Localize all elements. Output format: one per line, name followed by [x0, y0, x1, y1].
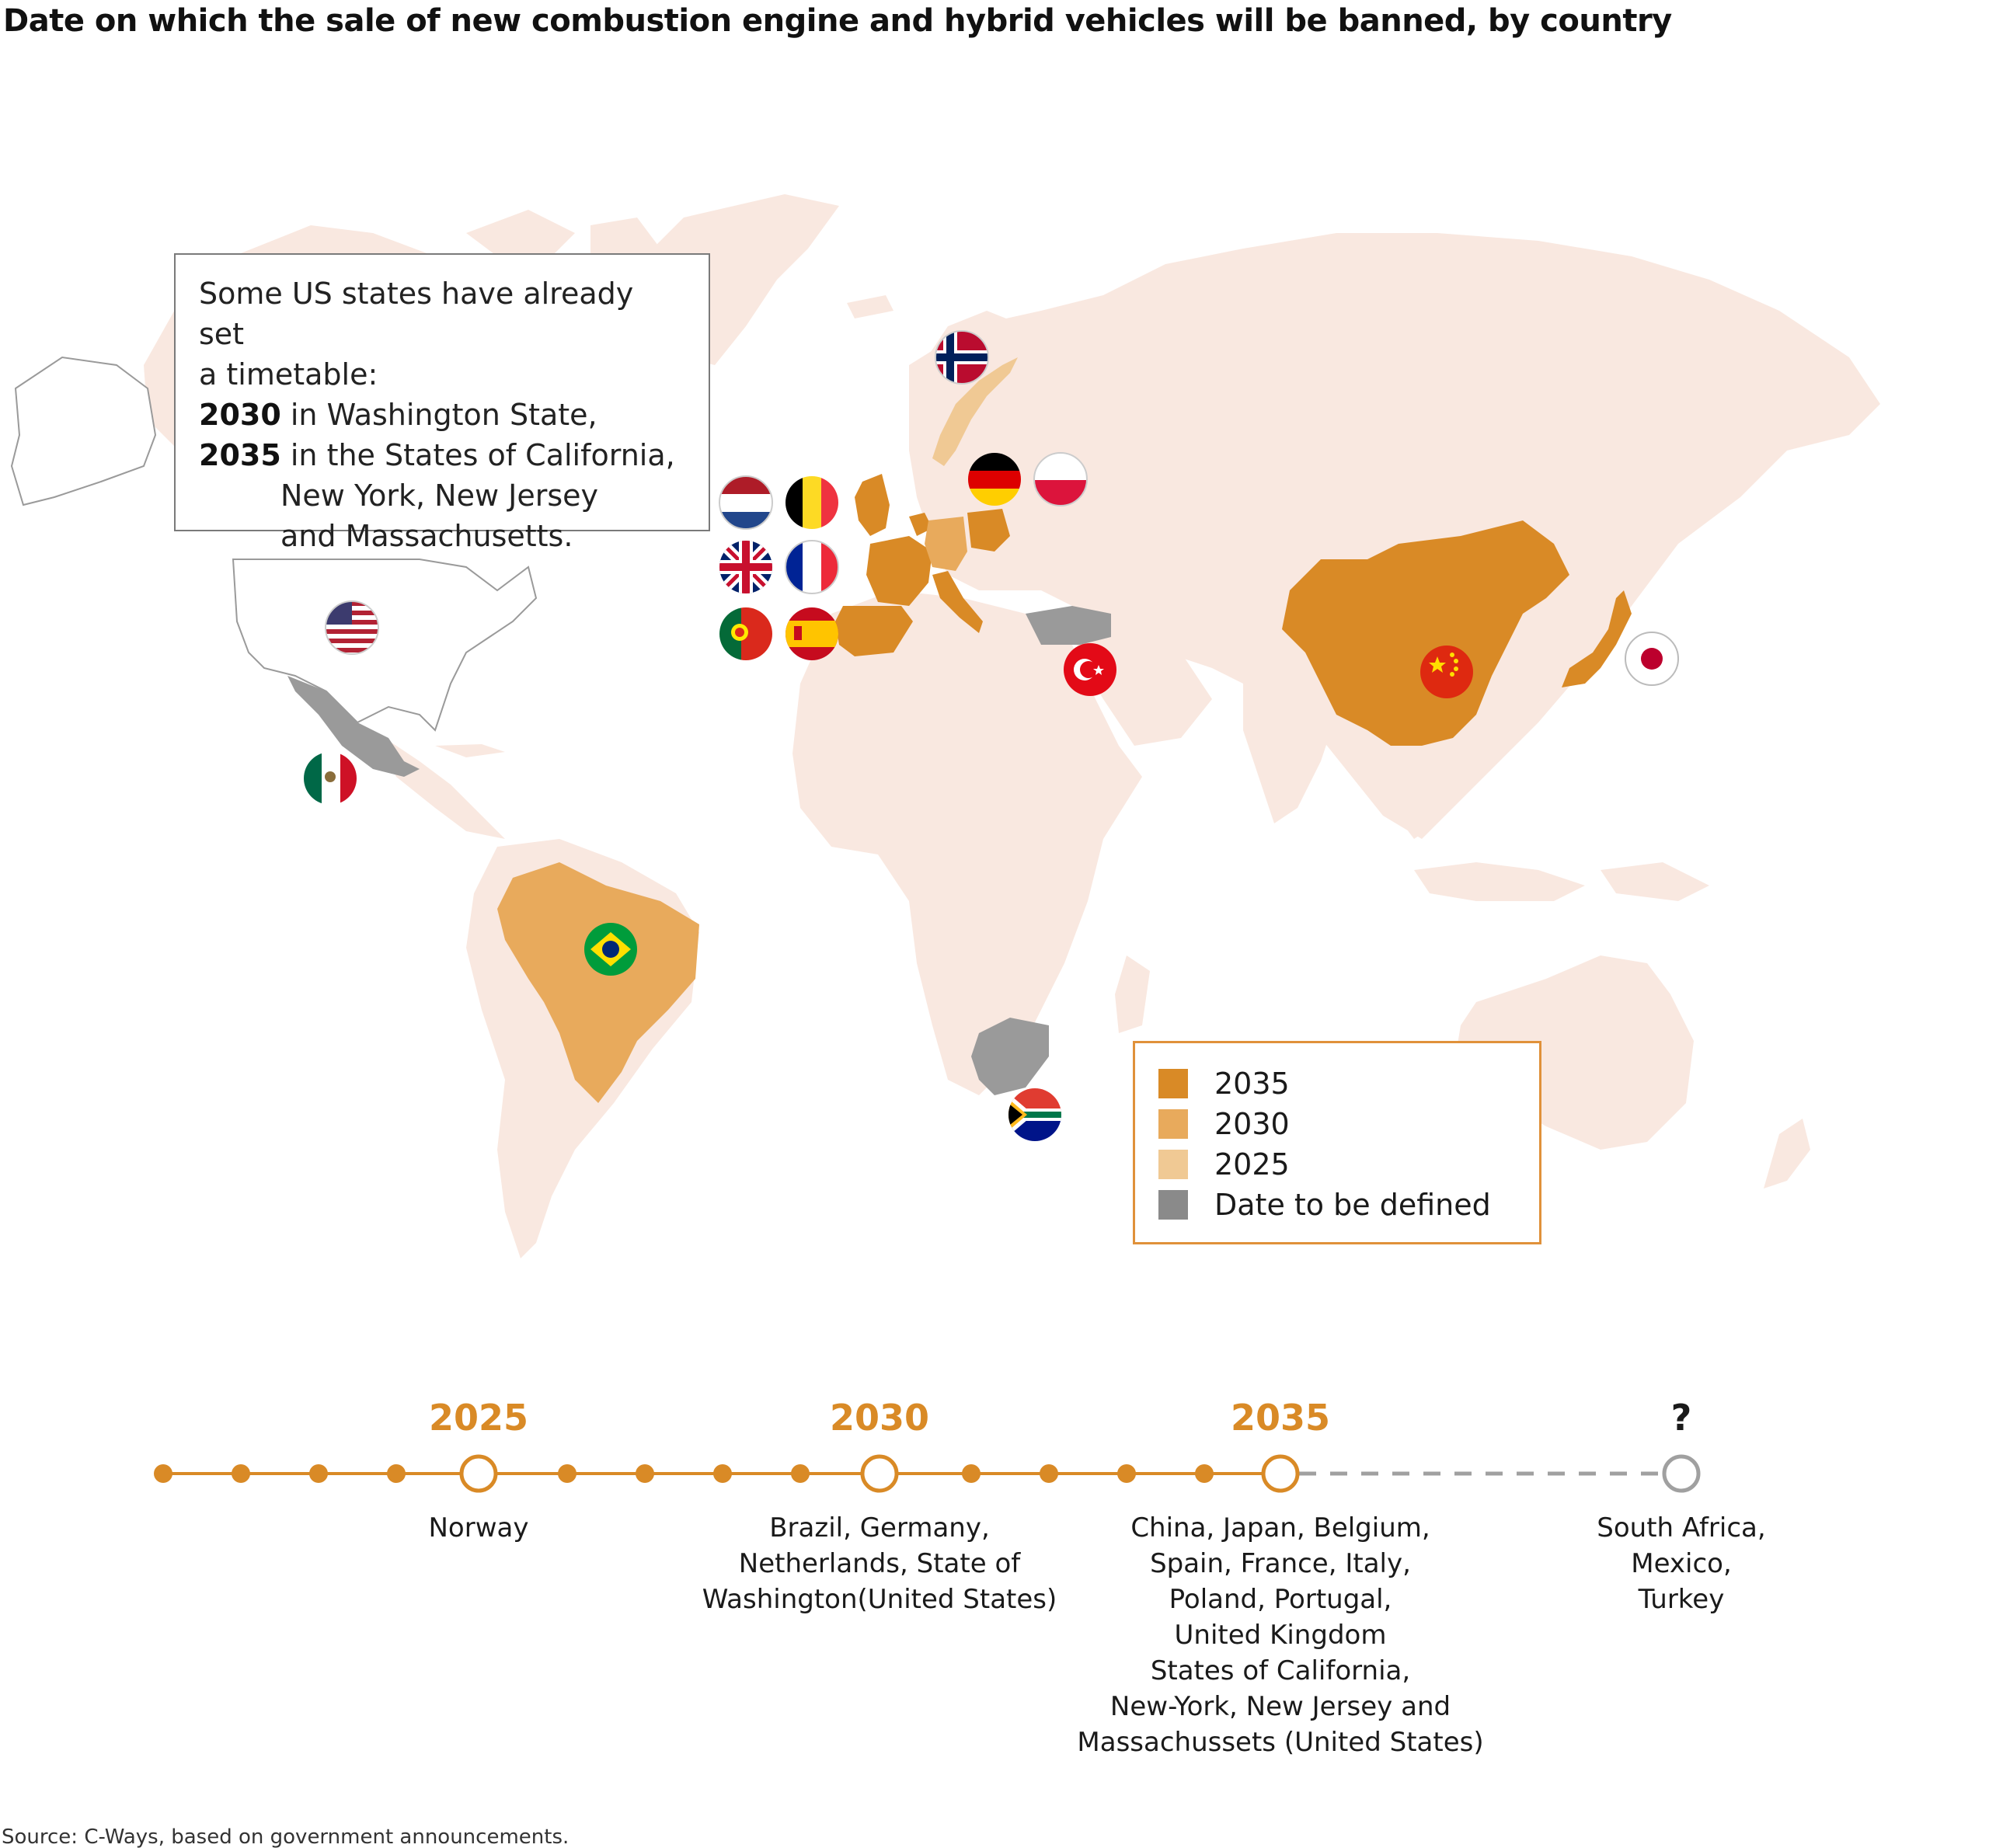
caption-line: Washington(United States) — [702, 1584, 1057, 1615]
uk-flag — [719, 541, 772, 593]
legend-label: 2030 — [1214, 1107, 1290, 1141]
timeline — [154, 1454, 1701, 1493]
note-item-1: 2030 in Washington State, — [199, 395, 685, 435]
note-item-2-text: in the States of California, — [280, 438, 675, 472]
caption-line: South Africa, — [1597, 1512, 1766, 1543]
timeline-dots — [154, 1464, 1214, 1483]
timeline-year-dot — [558, 1464, 576, 1483]
timeline-year-dot — [1195, 1464, 1214, 1483]
legend-item: 2030 — [1158, 1104, 1516, 1144]
caption-line: Turkey — [1638, 1584, 1725, 1615]
mexico-flag — [304, 752, 357, 805]
germany-flag — [968, 453, 1021, 506]
countries-2030 — [497, 517, 967, 1103]
legend-swatch-undefined — [1158, 1190, 1188, 1220]
japan-flag — [1625, 632, 1678, 685]
timeline-year-dot — [309, 1464, 328, 1483]
note-item-1-text: in Washington State, — [280, 398, 597, 432]
turkey-flag — [1064, 643, 1116, 696]
countries-2025 — [932, 357, 1018, 466]
note-item-2-line-2: New York, New Jersey — [280, 479, 599, 513]
note-line-2: a timetable: — [199, 357, 378, 392]
china-flag — [1420, 646, 1473, 698]
france-flag — [785, 541, 838, 593]
countries-undefined — [287, 606, 1111, 1095]
north-america-outline — [10, 356, 538, 732]
portugal-flag — [719, 607, 772, 660]
timeline-year-dot — [1117, 1464, 1136, 1483]
caption-line: Norway — [428, 1512, 529, 1543]
note-item-2-line-3: and Massachusetts. — [280, 519, 573, 553]
caption-line: Netherlands, State of — [738, 1548, 1021, 1579]
caption-line: Brazil, Germany, — [769, 1512, 990, 1543]
legend-swatch-2025 — [1158, 1150, 1188, 1179]
timeline-year-dot — [791, 1464, 810, 1483]
caption-line: Spain, France, Italy, — [1150, 1548, 1411, 1579]
milestone-2025-caption: Norway — [261, 1510, 696, 1546]
milestone-2030-year: 2030 — [829, 1397, 930, 1439]
note-item-1-year: 2030 — [199, 398, 281, 432]
milestone-2025-marker — [459, 1454, 498, 1493]
legend-swatch-2030 — [1158, 1109, 1188, 1139]
norway-flag — [935, 331, 988, 384]
timeline-year-dot — [154, 1464, 172, 1483]
source-note: Source: C-Ways, based on government anno… — [2, 1825, 570, 1848]
timeline-year-dot — [387, 1464, 406, 1483]
spain-flag — [785, 607, 838, 660]
countries-2035 — [835, 474, 1632, 746]
timeline-year-dot — [232, 1464, 250, 1483]
timeline-year-dot — [962, 1464, 981, 1483]
legend-item: Date to be defined — [1158, 1185, 1516, 1225]
milestone-2035-caption: China, Japan, Belgium, Spain, France, It… — [1063, 1510, 1498, 1760]
milestone-undefined-year: ? — [1670, 1397, 1692, 1439]
netherlands-flag — [719, 476, 772, 529]
map-legend: 2035 2030 2025 Date to be defined — [1133, 1041, 1541, 1244]
chart-title: Date on which the sale of new combustion… — [3, 3, 1672, 39]
milestone-2035-marker — [1261, 1454, 1300, 1493]
us-states-note: Some US states have already set a timeta… — [174, 253, 710, 553]
legend-swatch-2035 — [1158, 1069, 1188, 1098]
legend-item: 2025 — [1158, 1144, 1516, 1185]
note-line-1: Some US states have already set — [199, 277, 634, 351]
caption-line: China, Japan, Belgium, — [1130, 1512, 1430, 1543]
legend-item: 2035 — [1158, 1063, 1516, 1104]
note-item-2: 2035 in the States of California, — [199, 435, 685, 475]
caption-line: Poland, Portugal, — [1169, 1584, 1392, 1615]
south-africa-flag — [1008, 1088, 1061, 1141]
timeline-year-dot — [1040, 1464, 1058, 1483]
legend-label: 2025 — [1214, 1147, 1290, 1182]
milestone-undefined-marker — [1662, 1454, 1701, 1493]
caption-line: Massachussets (United States) — [1077, 1727, 1484, 1758]
caption-line: New-York, New Jersey and — [1109, 1691, 1451, 1722]
caption-line: Mexico, — [1631, 1548, 1732, 1579]
milestone-undefined-caption: South Africa, Mexico, Turkey — [1464, 1510, 1899, 1617]
note-item-2-year: 2035 — [199, 438, 281, 472]
milestone-2030-marker — [860, 1454, 899, 1493]
caption-line: States of California, — [1150, 1655, 1411, 1686]
caption-line: United Kingdom — [1174, 1620, 1387, 1651]
legend-label: Date to be defined — [1214, 1188, 1491, 1222]
milestone-2025-year: 2025 — [428, 1397, 529, 1439]
brazil-flag — [584, 923, 637, 976]
timeline-year-dot — [713, 1464, 732, 1483]
milestone-2035-year: 2035 — [1230, 1397, 1331, 1439]
timeline-year-dot — [636, 1464, 654, 1483]
legend-label: 2035 — [1214, 1067, 1290, 1101]
belgium-flag — [785, 476, 838, 529]
milestone-2030-caption: Brazil, Germany, Netherlands, State of W… — [662, 1510, 1097, 1617]
